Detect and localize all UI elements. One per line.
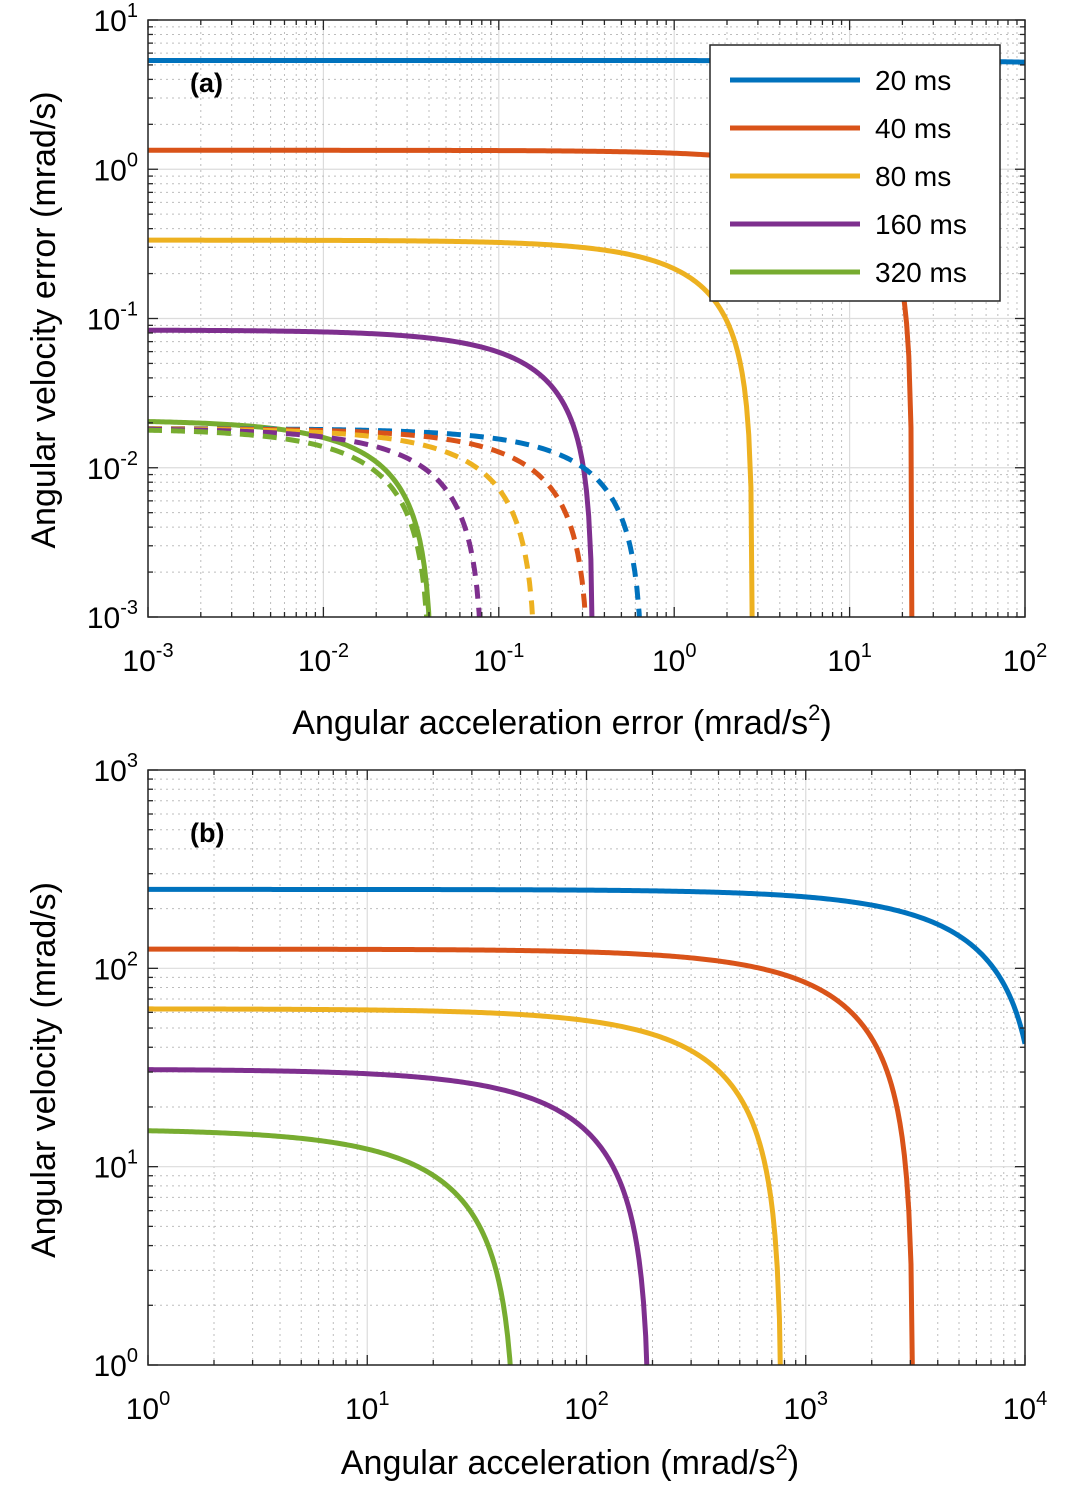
- legend-label: 80 ms: [875, 161, 951, 192]
- panel-label: (a): [190, 68, 223, 98]
- x-tick-label: 101: [345, 1388, 390, 1426]
- legend-label: 160 ms: [875, 209, 967, 240]
- series-line-3: [148, 1067, 650, 1365]
- y-tick-label: 101: [94, 0, 139, 38]
- series-line-dashed-9: [148, 427, 430, 617]
- y-tick-label: 103: [94, 750, 139, 788]
- x-tick-label: 102: [1003, 640, 1048, 678]
- chart-panel-b: (b) Angular acceleration (mrad/s2) Angul…: [25, 750, 1047, 1482]
- legend-label: 40 ms: [875, 113, 951, 144]
- x-tick-label: 102: [564, 1388, 609, 1426]
- x-tick-label: 100: [652, 640, 697, 678]
- series-group: [148, 886, 1025, 1365]
- y-tick-label: 101: [94, 1147, 139, 1185]
- legend-box: [709, 44, 1001, 302]
- series-line-dashed-7: [148, 426, 536, 617]
- x-tick-label: 100: [126, 1388, 171, 1426]
- tick-labels: 10-3 10-2 10-1 100 101 102 10-3 10-2 10-1 100 101: [87, 0, 1047, 678]
- chart-panel-a: (a) Angular acceleration error (mrad/s2)…: [25, 0, 1047, 742]
- tick-marks: [147, 769, 1026, 1366]
- y-tick-label: 100: [94, 149, 139, 187]
- y-axis-title: Angular velocity error (mrad/s): [25, 91, 63, 548]
- tick-marks: [147, 19, 1026, 618]
- y-tick-label: 10-3: [87, 597, 138, 635]
- y-tick-label: 102: [94, 948, 139, 986]
- x-tick-label: 10-3: [122, 640, 173, 678]
- legend: 20 ms 40 ms 80 ms 160 ms 320 ms: [709, 44, 1001, 302]
- series-line-4: [148, 1128, 513, 1365]
- y-tick-label: 10-2: [87, 448, 138, 486]
- y-tick-label: 100: [94, 1345, 139, 1383]
- x-tick-label: 101: [827, 640, 872, 678]
- plot-area: [147, 769, 1026, 1366]
- x-tick-label: 10-2: [298, 640, 349, 678]
- x-tick-label: 104: [1003, 1388, 1048, 1426]
- x-tick-label: 103: [784, 1388, 829, 1426]
- y-tick-label: 10-1: [87, 299, 138, 337]
- series-line-2: [148, 1006, 783, 1365]
- panel-label: (b): [190, 818, 224, 848]
- series-line-2: [148, 237, 755, 617]
- x-axis-title: Angular acceleration error (mrad/s2): [292, 700, 831, 742]
- x-tick-label: 10-1: [473, 640, 524, 678]
- legend-label: 20 ms: [875, 65, 951, 96]
- x-axis-title: Angular acceleration (mrad/s2): [341, 1440, 799, 1482]
- series-line-3: [148, 327, 595, 617]
- legend-label: 320 ms: [875, 257, 967, 288]
- series-line-0: [148, 886, 1025, 1045]
- y-axis-title: Angular velocity (mrad/s): [25, 882, 63, 1258]
- series-line-1: [148, 946, 915, 1365]
- tick-labels: 100 101 102 103 104 100 101 102 103: [94, 750, 1048, 1426]
